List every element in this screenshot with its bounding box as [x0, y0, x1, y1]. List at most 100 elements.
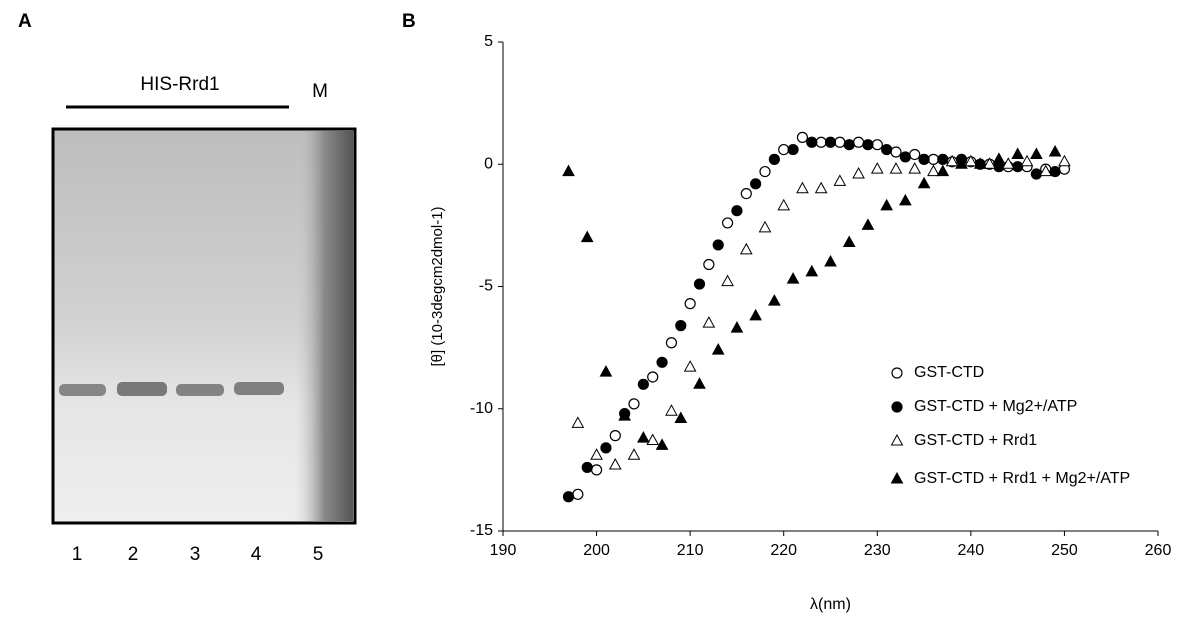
point — [852, 166, 865, 179]
point — [1011, 147, 1024, 159]
point — [871, 139, 883, 151]
point — [655, 438, 669, 450]
x-tick-label: 210 — [677, 542, 704, 559]
point — [778, 143, 790, 156]
point — [973, 157, 987, 169]
point — [806, 136, 818, 148]
legend-label: GST-CTD + Mg2+/ATP — [914, 398, 1077, 415]
y-axis-label: [θ] (10-3degcm2dmol-1) — [429, 206, 446, 366]
point — [777, 198, 791, 211]
point — [571, 416, 585, 428]
point — [1030, 147, 1043, 159]
point — [937, 153, 949, 165]
point — [796, 131, 809, 143]
y-tick-label: -10 — [470, 400, 493, 417]
point — [796, 181, 809, 194]
point — [646, 433, 660, 446]
point — [862, 139, 874, 151]
point — [918, 153, 930, 165]
point — [787, 143, 799, 156]
point — [834, 136, 846, 148]
point — [731, 205, 743, 217]
y-tick-label: 0 — [484, 155, 493, 172]
point — [768, 294, 781, 306]
point — [1012, 161, 1024, 173]
point — [992, 152, 1006, 164]
point — [824, 136, 837, 148]
legend-label: GST-CTD + Rrd1 — [914, 432, 1037, 449]
point — [749, 308, 762, 321]
x-tick-label: 240 — [958, 542, 985, 559]
point — [983, 157, 996, 169]
legend-marker — [890, 433, 904, 446]
legend-label: GST-CTD + Rrd1 + Mg2+/ATP — [914, 470, 1130, 487]
point — [674, 411, 688, 424]
point — [562, 491, 575, 503]
point — [562, 164, 575, 177]
point — [758, 220, 772, 233]
point — [721, 217, 734, 229]
x-tick-label: 200 — [583, 542, 610, 559]
lane-label: 1 — [72, 544, 83, 565]
point — [712, 239, 724, 251]
point — [599, 365, 613, 377]
gel — [51, 127, 357, 525]
point — [600, 442, 612, 454]
point — [628, 398, 640, 410]
point — [814, 181, 828, 194]
point — [711, 343, 725, 355]
point — [786, 272, 800, 284]
point — [703, 258, 715, 271]
point — [637, 431, 650, 443]
legend-marker — [891, 401, 903, 413]
point — [833, 174, 847, 186]
gel-label: HIS-Rrd1 — [140, 74, 219, 95]
y-tick-label: 5 — [484, 33, 493, 50]
legend-marker — [891, 367, 903, 379]
point — [843, 139, 855, 151]
legend-marker — [890, 471, 904, 484]
point — [955, 157, 968, 169]
lane-label: 5 — [313, 544, 324, 565]
y-tick-label: -5 — [479, 278, 493, 295]
point — [730, 321, 744, 333]
point — [684, 298, 696, 310]
point — [618, 409, 631, 421]
point — [852, 136, 865, 148]
point — [581, 461, 593, 474]
point — [627, 448, 641, 460]
point — [647, 371, 659, 383]
point — [1001, 157, 1015, 169]
point — [590, 448, 603, 460]
point — [665, 404, 678, 416]
point — [964, 154, 978, 167]
point — [702, 316, 716, 328]
point — [870, 162, 884, 174]
point — [909, 148, 921, 161]
panel-label: B — [402, 11, 416, 32]
point — [917, 176, 931, 189]
point — [608, 457, 622, 470]
point — [1058, 154, 1071, 167]
point — [936, 164, 950, 177]
point — [842, 235, 856, 247]
point — [889, 162, 903, 174]
point — [590, 464, 603, 476]
point — [768, 153, 780, 165]
marker-label: M — [312, 81, 328, 102]
point — [927, 153, 940, 165]
point — [580, 230, 594, 243]
point — [899, 193, 912, 206]
point — [927, 164, 940, 177]
lane-label: 4 — [251, 544, 262, 565]
point — [805, 264, 819, 277]
point — [665, 337, 678, 349]
point — [1048, 144, 1062, 157]
point — [1049, 165, 1061, 178]
point — [759, 165, 771, 178]
legend-label: GST-CTD — [914, 364, 984, 381]
point — [881, 143, 893, 156]
point — [572, 488, 584, 500]
point — [693, 377, 706, 389]
